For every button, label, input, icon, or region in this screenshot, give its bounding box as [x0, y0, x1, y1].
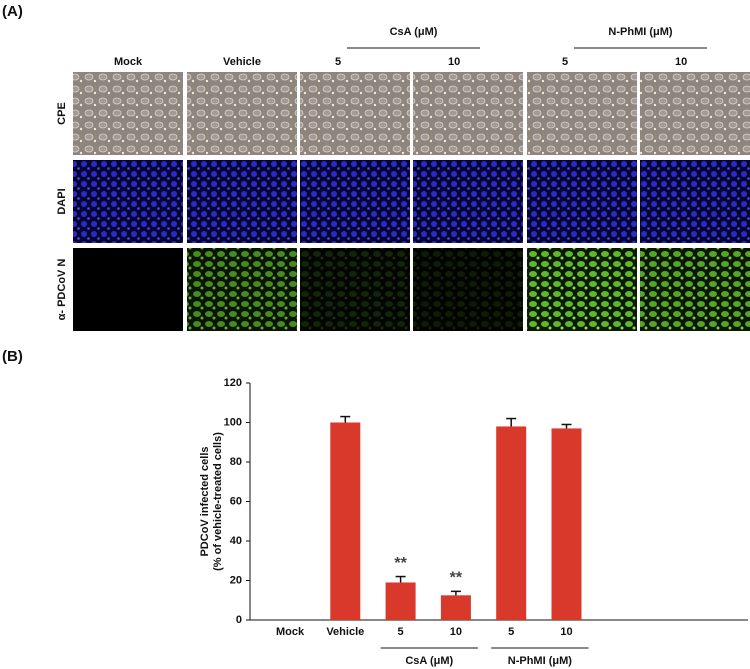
- y-tick-label: 100: [224, 416, 242, 428]
- significance: **: [394, 555, 407, 572]
- micrograph: [413, 72, 523, 155]
- y-axis-title: (% of vehicle-treated cells): [212, 432, 224, 571]
- group-label: N-PhMI (μM): [608, 26, 672, 38]
- x-tick-label: 10: [560, 626, 572, 638]
- x-tick-label: 10: [450, 626, 462, 638]
- error-bar: [395, 575, 406, 583]
- micrographs: [73, 72, 750, 331]
- micrograph: [640, 248, 750, 331]
- group-label: CsA (μM): [405, 655, 453, 667]
- micrograph: [413, 248, 523, 331]
- micrograph: [527, 248, 637, 331]
- error-bar: [506, 417, 517, 427]
- y-axis-title: PDCoV infected cells: [199, 446, 211, 556]
- y-tick-label: 20: [230, 574, 242, 586]
- row-label: α- PDCoV N: [56, 259, 68, 321]
- x-tick-label: 5: [508, 626, 514, 638]
- y-tick-label: 60: [230, 495, 242, 507]
- micrograph: [300, 160, 410, 243]
- micrograph: [640, 72, 750, 155]
- panel-label: (B): [2, 348, 23, 365]
- group-label: CsA (μM): [390, 26, 438, 38]
- column-label: Mock: [114, 56, 143, 68]
- column-label: 5: [335, 56, 341, 68]
- bar: [496, 426, 527, 620]
- micrograph: [187, 248, 297, 331]
- column-label: 10: [675, 56, 687, 68]
- bar: [330, 422, 361, 620]
- group-label: N-PhMI (μM): [508, 655, 572, 667]
- x-tick-label: Mock: [276, 626, 305, 638]
- micrograph: [527, 72, 637, 155]
- micrograph: [73, 160, 183, 243]
- micrograph: [300, 72, 410, 155]
- micrograph: [187, 72, 297, 155]
- y-tick-label: 40: [230, 535, 242, 547]
- y-tick-label: 120: [224, 377, 242, 389]
- error-bar: [450, 590, 461, 596]
- micrograph-bg: [73, 248, 183, 331]
- error-bar: [340, 415, 351, 423]
- micrograph: [527, 160, 637, 243]
- x-tick-label: Vehicle: [326, 626, 364, 638]
- significance: **: [450, 570, 463, 587]
- bar: [385, 582, 416, 620]
- column-label: Vehicle: [223, 56, 261, 68]
- micrograph: [187, 160, 297, 243]
- micrograph: [640, 160, 750, 243]
- panel-label: (A): [2, 3, 23, 20]
- y-tick-label: 0: [236, 614, 242, 626]
- row-label: DAPI: [56, 188, 68, 214]
- micrograph: [73, 72, 183, 155]
- row-label: CPE: [56, 102, 68, 125]
- micrograph: [300, 248, 410, 331]
- x-tick-label: 5: [398, 626, 404, 638]
- column-label: 10: [448, 56, 460, 68]
- error-bar: [561, 423, 572, 429]
- column-label: 5: [562, 56, 568, 68]
- y-tick-label: 80: [230, 456, 242, 468]
- bar: [440, 595, 471, 620]
- bar: [551, 428, 582, 620]
- micrograph: [413, 160, 523, 243]
